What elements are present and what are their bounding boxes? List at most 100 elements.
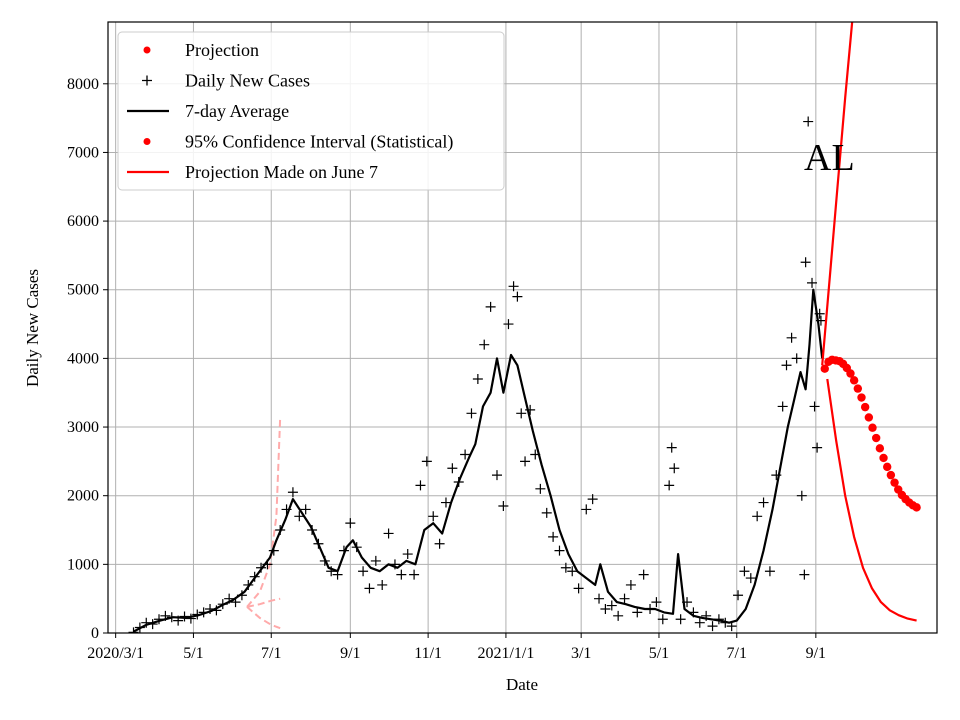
daily-case-point <box>638 569 649 580</box>
projection-point <box>875 444 885 453</box>
daily-case-point <box>812 442 823 453</box>
projection-dots <box>820 355 921 512</box>
x-tick-label: 9/1 <box>340 645 360 662</box>
projection-point <box>868 423 877 432</box>
daily-case-point <box>675 614 686 625</box>
series-line <box>826 378 917 622</box>
daily-case-point <box>554 545 565 556</box>
daily-case-point <box>573 583 584 594</box>
state-annotation: AL <box>804 137 855 179</box>
daily-case-point <box>777 401 788 412</box>
y-axis-ticks: 0 1000 2000 3000 4000 5000 6000 7000 8000 <box>67 76 108 642</box>
daily-case-point <box>460 449 471 460</box>
plot-frame <box>107 21 938 634</box>
daily-case-point <box>758 497 769 508</box>
x-tick-label: 7/1 <box>727 645 747 662</box>
daily-case-point <box>479 339 490 350</box>
y-tick-label: 6000 <box>67 213 99 230</box>
daily-case-point <box>803 116 814 127</box>
daily-case-point <box>796 490 807 501</box>
daily-case-point <box>535 483 546 494</box>
daily-case-point <box>128 627 139 633</box>
daily-case-point <box>669 463 680 474</box>
daily-case-point <box>434 538 445 549</box>
daily-case-point <box>345 518 356 529</box>
daily-case-point <box>447 463 458 474</box>
projection-point <box>890 478 899 487</box>
daily-case-point <box>541 507 552 518</box>
x-axis-ticks: 2020/3/1 5/1 7/1 9/1 11/1 2021/1/1 3/1 5/1 7/1 9/… <box>87 633 826 662</box>
y-tick-label: 8000 <box>67 76 99 93</box>
legend-label: Projection Made on June 7 <box>185 162 378 182</box>
legend-marker-dot <box>143 138 151 145</box>
daily-case-point <box>508 281 519 292</box>
daily-case-point <box>625 579 636 590</box>
daily-case-point <box>733 590 744 601</box>
x-tick-label: 3/1 <box>571 645 591 662</box>
daily-case-point <box>694 617 705 628</box>
daily-case-point <box>781 360 792 371</box>
historical-projection-line <box>246 606 281 630</box>
daily-case-point <box>707 621 718 632</box>
series-line <box>132 288 824 633</box>
daily-case-point <box>383 528 394 539</box>
projection-point <box>883 462 892 472</box>
y-tick-label: 7000 <box>67 144 99 161</box>
projection-point <box>846 369 855 378</box>
x-tick-label: 2021/1/1 <box>477 645 534 662</box>
daily-case-point <box>466 408 477 419</box>
daily-case-point <box>786 332 797 343</box>
daily-case-point <box>764 566 775 577</box>
daily-case-point <box>800 257 811 268</box>
y-tick-label: 1000 <box>67 556 99 573</box>
legend-label: Projection <box>185 40 259 60</box>
projection-point <box>886 470 896 480</box>
projection-point <box>864 413 874 422</box>
daily-case-point <box>548 531 559 542</box>
daily-case-point <box>560 562 571 573</box>
daily-case-point <box>370 555 381 566</box>
daily-case-point <box>587 494 598 505</box>
daily-case-point <box>402 549 413 560</box>
series-line <box>821 22 854 366</box>
projection-point <box>879 453 888 463</box>
daily-case-point <box>594 593 605 604</box>
x-tick-label: 7/1 <box>261 645 281 662</box>
daily-case-point <box>745 573 756 584</box>
daily-case-point <box>799 569 810 580</box>
daily-case-point <box>472 373 483 384</box>
x-tick-label: 5/1 <box>183 645 203 662</box>
legend-marker-plus <box>142 75 152 86</box>
legend-label: 95% Confidence Interval (Statistical) <box>185 132 453 153</box>
daily-case-point <box>651 597 662 608</box>
daily-case-point <box>503 319 514 330</box>
y-tick-label: 2000 <box>67 488 99 505</box>
daily-case-point <box>409 569 420 580</box>
x-tick-label: 2020/3/1 <box>87 645 144 662</box>
daily-case-point <box>619 593 630 604</box>
y-axis-label: Daily New Cases <box>23 269 42 387</box>
daily-case-point <box>791 353 802 364</box>
y-tick-label: 4000 <box>67 350 99 367</box>
daily-case-point <box>520 456 531 467</box>
daily-case-point <box>581 504 592 515</box>
x-tick-label: 11/1 <box>414 645 442 662</box>
projection-point <box>871 433 881 443</box>
legend: Projection Daily New Cases 7-day Average 95… <box>117 31 505 191</box>
legend-label: 7-day Average <box>185 101 289 121</box>
daily-case-point <box>358 566 369 577</box>
daily-cases-scatter <box>128 116 826 633</box>
daily-case-point <box>512 291 523 302</box>
daily-case-point <box>415 480 426 491</box>
projection-point <box>857 393 866 402</box>
daily-case-point <box>498 500 509 511</box>
daily-case-point <box>294 511 305 522</box>
x-tick-label: 9/1 <box>806 645 826 662</box>
daily-case-point <box>664 480 675 491</box>
daily-case-point <box>739 566 750 577</box>
daily-case-point <box>666 442 677 453</box>
daily-case-point <box>491 470 502 481</box>
projection-point <box>853 384 863 393</box>
daily-case-point <box>809 401 820 412</box>
daily-case-point <box>657 614 668 625</box>
